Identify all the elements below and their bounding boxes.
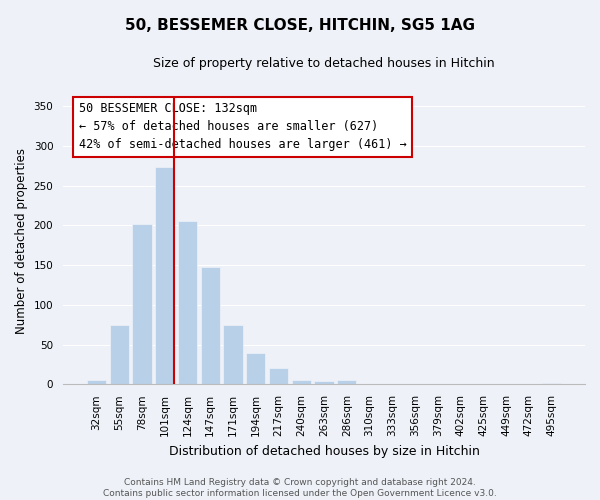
- Bar: [542, 382, 561, 384]
- Bar: [292, 380, 311, 384]
- Title: Size of property relative to detached houses in Hitchin: Size of property relative to detached ho…: [153, 58, 495, 70]
- Bar: [155, 167, 175, 384]
- Text: 50 BESSEMER CLOSE: 132sqm
← 57% of detached houses are smaller (627)
42% of semi: 50 BESSEMER CLOSE: 132sqm ← 57% of detac…: [79, 102, 406, 152]
- X-axis label: Distribution of detached houses by size in Hitchin: Distribution of detached houses by size …: [169, 444, 479, 458]
- Bar: [314, 381, 334, 384]
- Bar: [269, 368, 288, 384]
- Bar: [246, 352, 265, 384]
- Bar: [87, 380, 106, 384]
- Bar: [110, 326, 129, 384]
- Bar: [132, 224, 152, 384]
- Bar: [223, 324, 242, 384]
- Bar: [337, 380, 356, 384]
- Bar: [178, 222, 197, 384]
- Y-axis label: Number of detached properties: Number of detached properties: [15, 148, 28, 334]
- Text: Contains HM Land Registry data © Crown copyright and database right 2024.
Contai: Contains HM Land Registry data © Crown c…: [103, 478, 497, 498]
- Text: 50, BESSEMER CLOSE, HITCHIN, SG5 1AG: 50, BESSEMER CLOSE, HITCHIN, SG5 1AG: [125, 18, 475, 32]
- Bar: [200, 266, 220, 384]
